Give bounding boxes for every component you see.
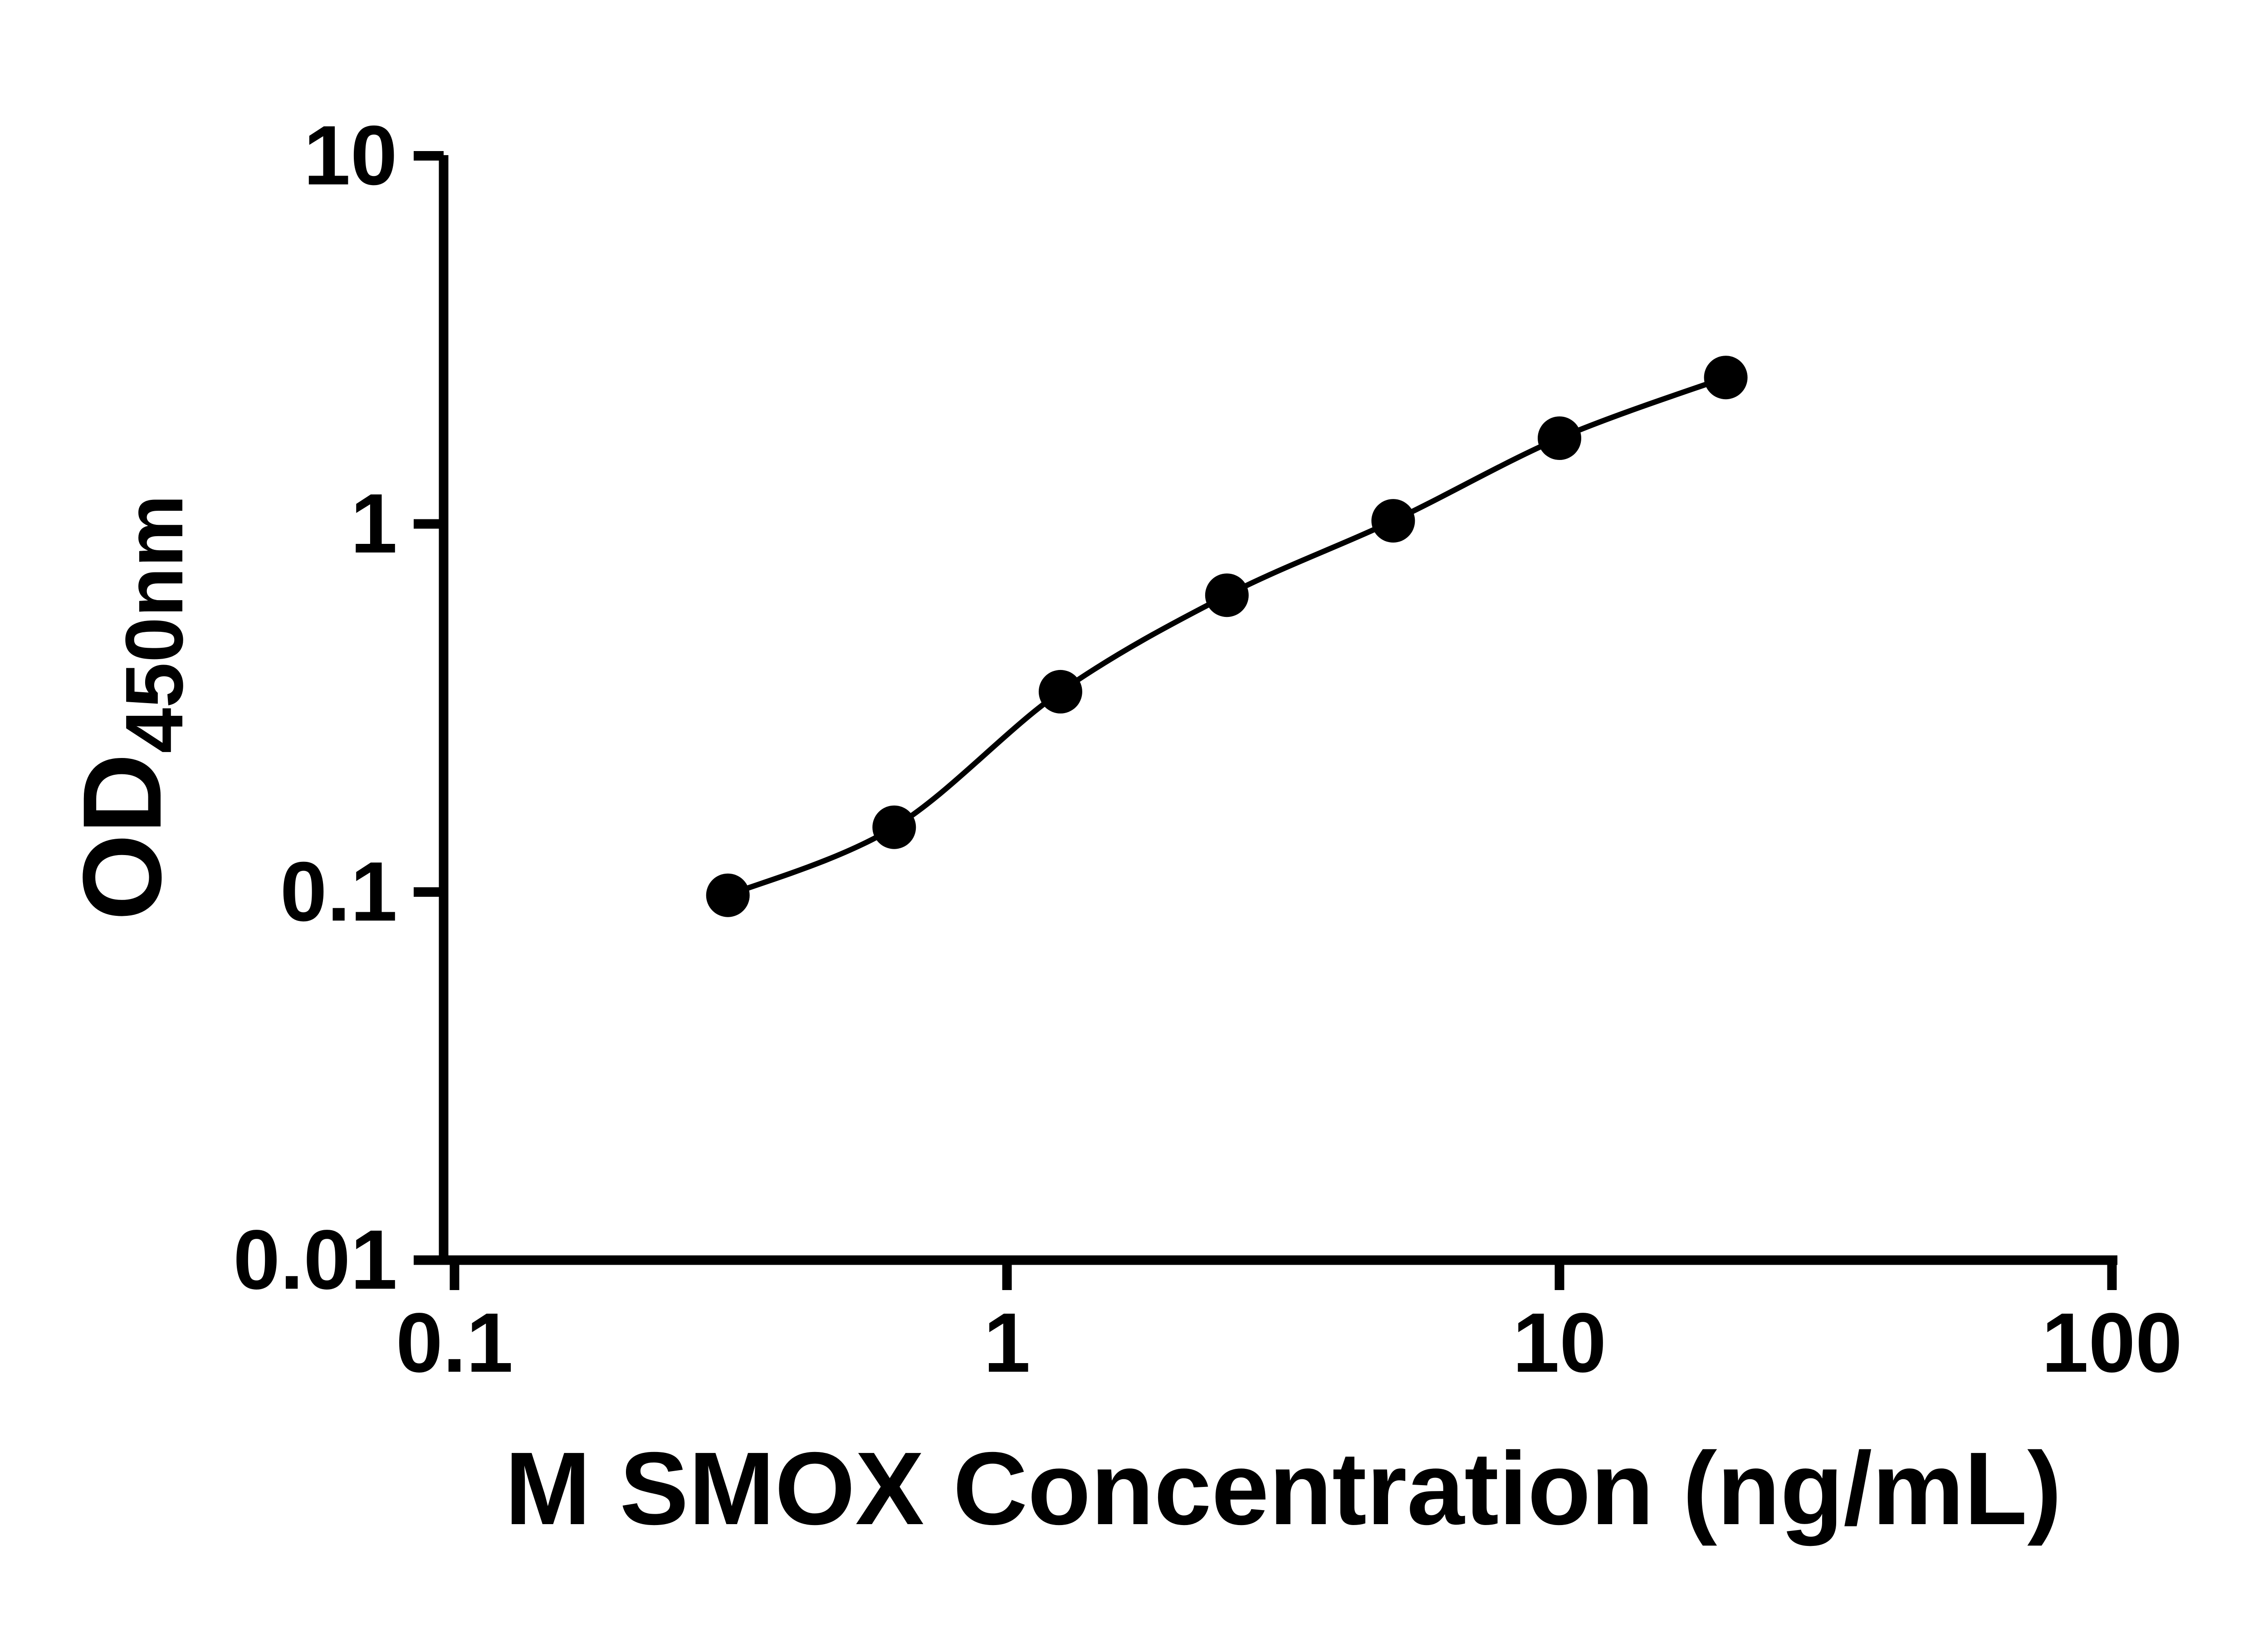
y-axis-title-main: OD bbox=[60, 753, 185, 921]
data-point-0.625ng-ml bbox=[872, 805, 916, 849]
x-tick-label-0.1: 0.1 bbox=[396, 1296, 513, 1390]
data-point-2.5ng-ml bbox=[1205, 573, 1249, 617]
y-tick-label-10: 10 bbox=[303, 109, 397, 203]
data-point-20ng-ml bbox=[1704, 356, 1748, 400]
data-point-1.25ng-ml bbox=[1038, 670, 1082, 714]
x-axis-title: M SMOX Concentration (ng/mL) bbox=[505, 1431, 2062, 1546]
y-axis-title-subscript: 450nm bbox=[109, 494, 200, 753]
x-tick-label-10: 10 bbox=[1513, 1296, 1607, 1390]
y-tick-label-0.01: 0.01 bbox=[233, 1213, 397, 1307]
y-tick-label-1: 1 bbox=[351, 477, 397, 571]
x-tick-label-1: 1 bbox=[983, 1296, 1030, 1390]
y-tick-label-0.1: 0.1 bbox=[280, 845, 397, 939]
y-axis-title: OD450nm bbox=[60, 494, 200, 920]
x-tick-label-100: 100 bbox=[2042, 1296, 2182, 1390]
data-point-0.3125ng-ml bbox=[706, 873, 750, 917]
data-point-5ng-ml bbox=[1371, 499, 1415, 543]
data-point-10ng-ml bbox=[1538, 416, 1581, 460]
